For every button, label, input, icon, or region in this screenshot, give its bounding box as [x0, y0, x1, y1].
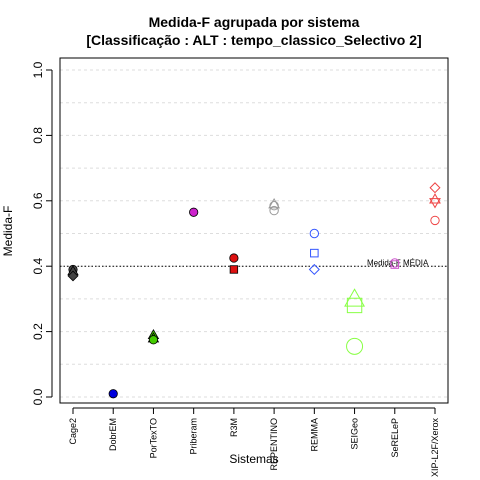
reference-line-group: Medida-F MÉDIA [60, 259, 448, 268]
x-tick-label: R3M [229, 418, 239, 437]
data-point [108, 389, 118, 399]
data-point [229, 253, 239, 263]
y-tick-label: 0.0 [31, 388, 45, 405]
x-tick-label: SeRELeP [390, 418, 400, 458]
x-tick-label: Cage2 [68, 418, 78, 445]
data-point [429, 182, 441, 194]
data-point [430, 215, 440, 226]
x-tick-label: REMMA [309, 418, 319, 452]
x-tick-label: XIP-L2F/Xerox [430, 418, 440, 478]
data-point [67, 270, 79, 282]
data-point [309, 228, 320, 239]
reference-line-label: Medida-F MÉDIA [367, 259, 429, 268]
data-point [346, 337, 364, 355]
x-tick-label: SEIGeo [350, 418, 360, 450]
data-points [67, 182, 441, 399]
data-point [189, 207, 199, 217]
x-tick-label: PorTexTO [148, 418, 158, 458]
y-tick-label: 1.0 [31, 61, 45, 78]
plot-frame [59, 57, 449, 404]
chart-title-line2: [Classificação : ALT : tempo_classico_Se… [86, 32, 421, 48]
data-point [346, 297, 363, 314]
x-tick-label: REPENTINO [269, 418, 279, 471]
data-point [269, 205, 279, 216]
y-axis-label: Medida-F [1, 206, 15, 257]
data-point [344, 288, 366, 307]
x-axis-label: Sistemas [229, 452, 278, 466]
y-axis: 0.0 0.2 0.4 0.6 0.8 1.0 [31, 61, 53, 405]
y-tick-label: 0.8 [31, 127, 45, 144]
data-point [148, 335, 159, 345]
x-tick-label: DobrEM [108, 418, 118, 451]
data-point [308, 263, 320, 276]
data-point [268, 198, 281, 209]
x-tick-label: Priberam [189, 418, 199, 455]
data-point [269, 201, 279, 211]
y-tick-label: 0.6 [31, 192, 45, 209]
data-point [429, 198, 441, 209]
x-axis: Cage2 DobrEM PorTexTO Priberam R3M REPENTINO R… [68, 407, 440, 478]
y-tick-label: 0.4 [31, 258, 45, 275]
data-point [229, 265, 239, 274]
chart-title-line1: Medida-F agrupada por sistema [149, 14, 360, 30]
grid-lines [60, 69, 448, 398]
data-point [310, 248, 319, 258]
y-tick-label: 0.2 [31, 323, 45, 340]
data-point [390, 260, 400, 269]
